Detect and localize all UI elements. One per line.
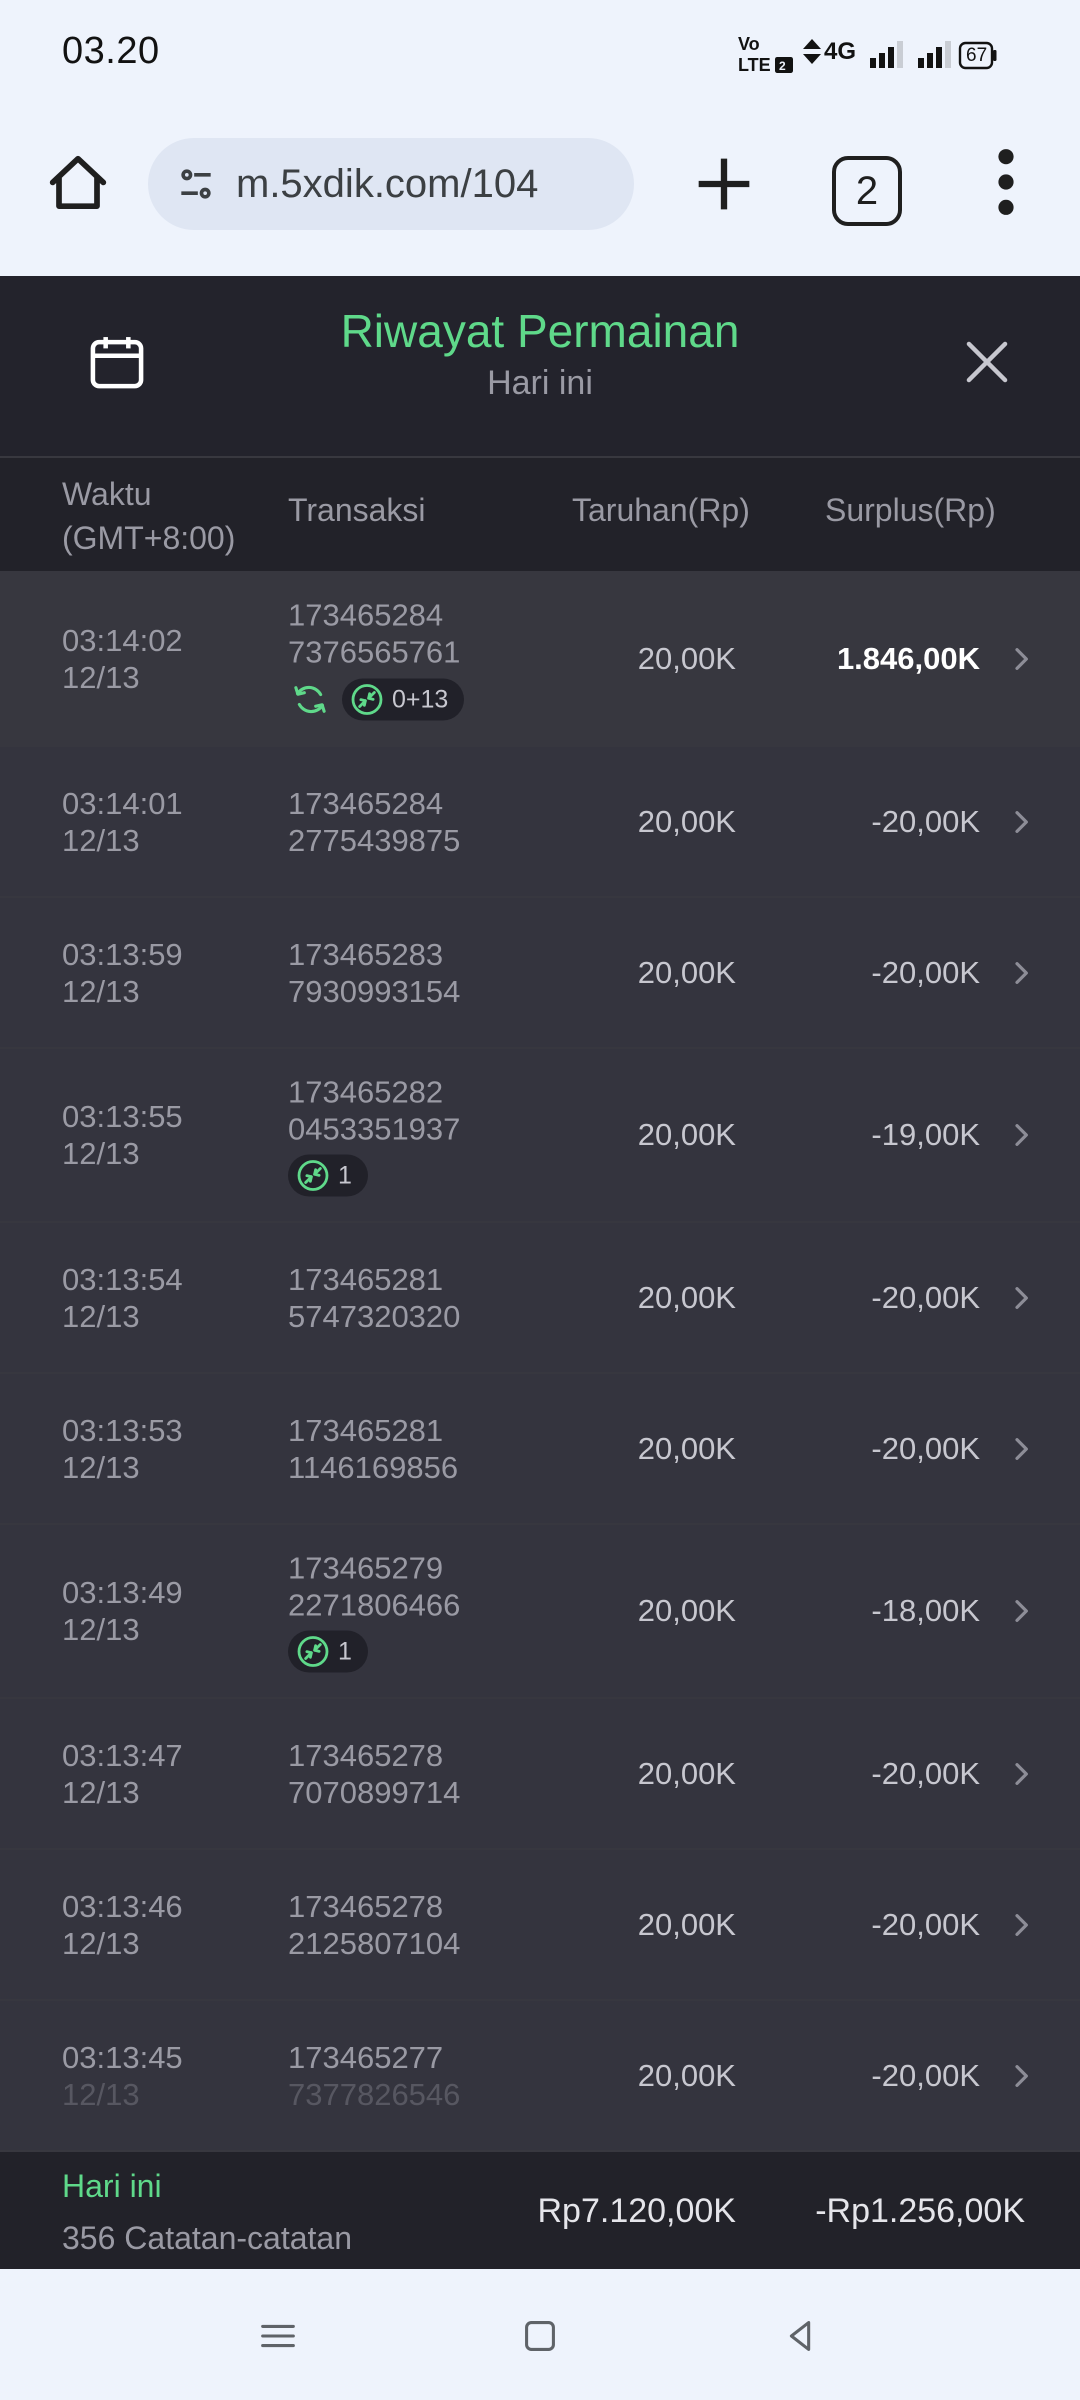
svg-text:2: 2 xyxy=(779,59,786,73)
svg-text:67: 67 xyxy=(966,45,987,66)
svg-text:Vo: Vo xyxy=(738,34,760,54)
svg-text:LTE: LTE xyxy=(738,55,771,75)
svg-text:4G: 4G xyxy=(824,38,856,65)
